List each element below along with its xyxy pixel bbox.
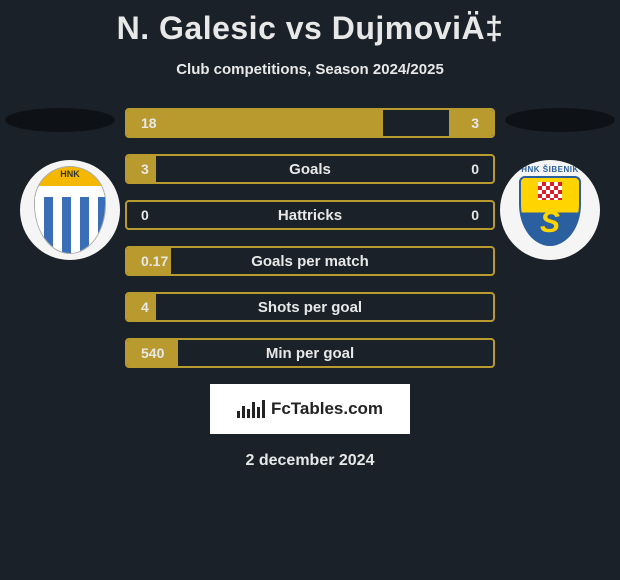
stats-list: 18Matches33Goals00Hattricks00.17Goals pe… (125, 108, 495, 368)
brand-bar (252, 402, 255, 418)
crest-letter: S (540, 208, 560, 238)
brand-bar (257, 407, 260, 418)
club-crest-sibenik: HNK ŠIBENIK S (511, 165, 589, 255)
stat-fill-left (127, 110, 383, 136)
stat-value-left: 0.17 (141, 253, 168, 269)
brand-text: FcTables.com (271, 399, 383, 419)
brand-bar (247, 409, 250, 418)
shadow-right (505, 108, 615, 132)
stat-value-left: 0 (141, 207, 149, 223)
crest-top-text: HNK (60, 169, 80, 179)
stat-row: 0.17Goals per match (125, 246, 495, 276)
stat-row: 0Hattricks0 (125, 200, 495, 230)
club-crest-rijeka: HNK (34, 166, 106, 254)
stat-row: 540Min per goal (125, 338, 495, 368)
crest-stripes (35, 197, 105, 253)
stat-label: Goals per match (127, 253, 493, 270)
shadow-left (5, 108, 115, 132)
brand-box[interactable]: FcTables.com (210, 384, 410, 434)
stat-value-right: 0 (471, 161, 479, 177)
team-badge-left: HNK (20, 160, 120, 260)
crest-shield: S (519, 176, 581, 246)
team-badge-right: HNK ŠIBENIK S (500, 160, 600, 260)
stat-row: 3Goals0 (125, 154, 495, 184)
brand-chart-icon (237, 400, 265, 418)
date-text: 2 december 2024 (0, 452, 620, 470)
stat-row: 4Shots per goal (125, 292, 495, 322)
brand-bar (237, 411, 240, 418)
brand-bar (242, 406, 245, 418)
page-subtitle: Club competitions, Season 2024/2025 (0, 61, 620, 78)
page-title: N. Galesic vs DujmoviÄ‡ (0, 0, 620, 47)
stat-value-left: 540 (141, 345, 164, 361)
stat-value-left: 4 (141, 299, 149, 315)
stat-label: Min per goal (127, 345, 493, 362)
comparison-area: HNK HNK ŠIBENIK S 18Matches33Goals00Hatt… (0, 108, 620, 368)
brand-bar (262, 400, 265, 418)
stat-value-right: 0 (471, 207, 479, 223)
crest-arc-text: HNK ŠIBENIK (521, 165, 579, 174)
stat-label: Hattricks (127, 207, 493, 224)
stat-row: 18Matches3 (125, 108, 495, 138)
stat-label: Goals (127, 161, 493, 178)
stat-value-right: 3 (471, 115, 479, 131)
stat-value-left: 3 (141, 161, 149, 177)
stat-value-left: 18 (141, 115, 157, 131)
stat-label: Shots per goal (127, 299, 493, 316)
crest-checker (538, 182, 562, 200)
